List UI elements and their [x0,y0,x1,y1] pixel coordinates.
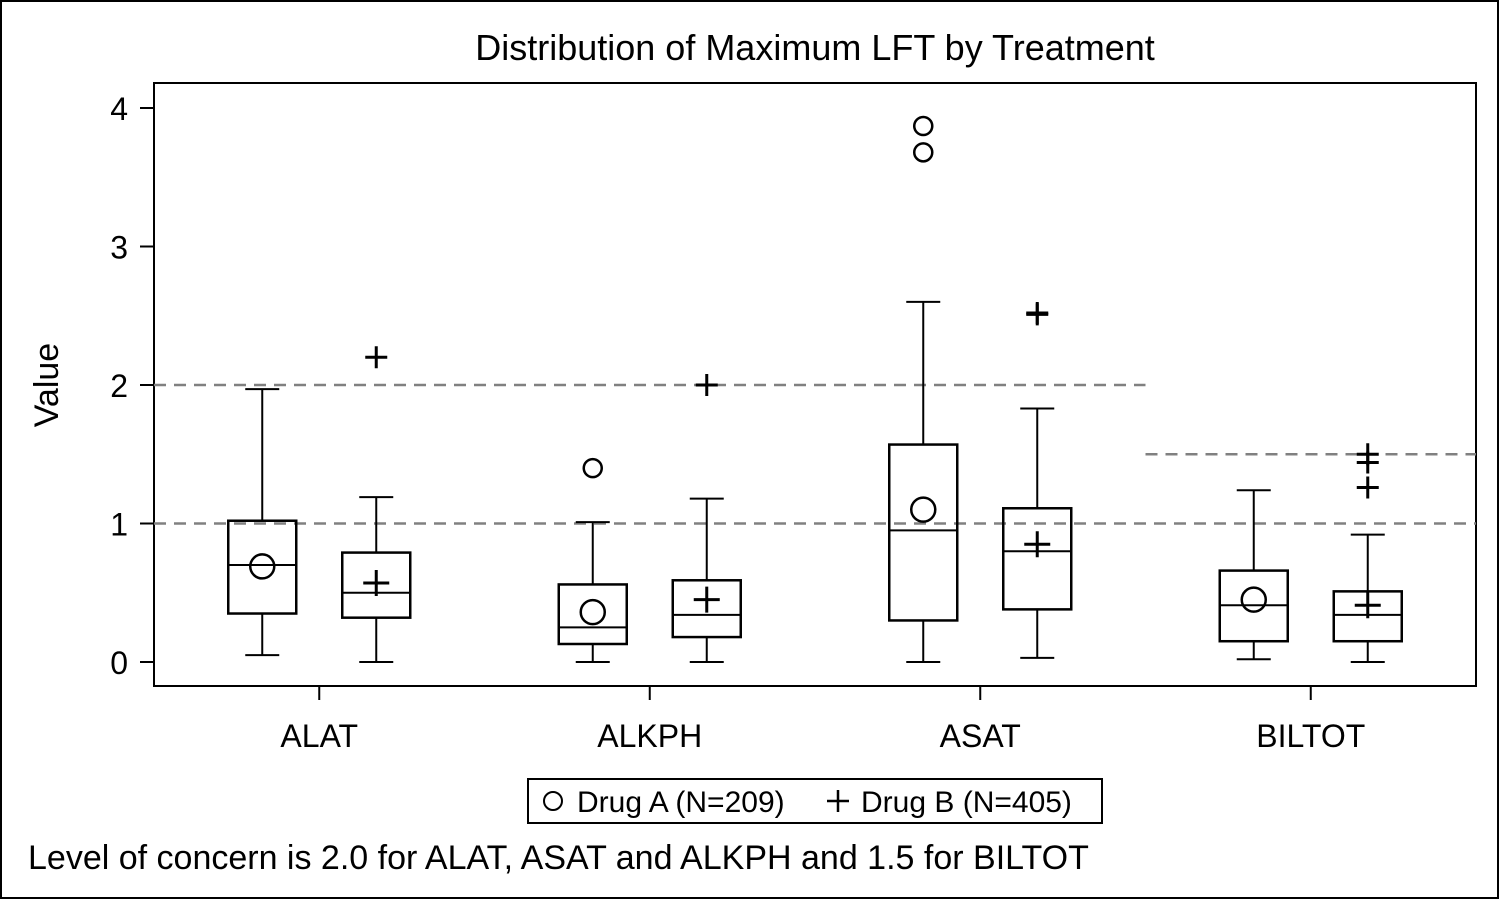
legend-label-drug-b: Drug B (N=405) [861,786,1072,819]
box-plot-alat [227,388,298,657]
mean-marker [579,598,606,626]
series-drug-b [341,301,1403,663]
box-plot-asat [888,115,959,663]
y-tick-label: 1 [110,507,128,543]
outlier-marker [1356,476,1379,499]
box-plot-biltot [1218,489,1289,661]
iqr-box [341,551,412,619]
box-plot-biltot [1332,443,1403,663]
iqr-box [227,519,298,615]
mean-marker [910,496,937,523]
y-tick-label: 0 [110,645,128,681]
y-axis-label: Value [28,343,66,427]
x-tick-label: ALAT [280,718,358,754]
mean-marker [1024,531,1051,558]
y-axis: 0 1 2 3 4 [110,91,154,681]
iqr-box [671,579,742,639]
reference-lines [154,383,1476,525]
x-axis: ALAT ALKPH ASAT BILTOT [280,686,1365,754]
outlier-marker [695,374,718,396]
chart-title: Distribution of Maximum LFT by Treatment [475,27,1155,68]
x-tick-label: ASAT [940,718,1021,754]
outlier-marker [365,346,388,369]
outlier-marker [913,115,934,137]
legend-frame [527,778,1103,824]
y-tick-label: 2 [110,368,128,404]
iqr-box [888,443,959,622]
box-plot-alkph [671,374,742,663]
iqr-box [1332,590,1403,643]
box-plot-alkph [557,457,628,663]
outlier-marker [1026,301,1049,324]
mean-marker [693,586,720,613]
outlier-marker [913,142,934,163]
series-drug-a [227,115,1289,663]
x-tick-label: ALKPH [597,718,702,754]
legend-plus-marker [827,790,849,812]
box-plot-alat [341,346,412,663]
y-tick-label: 4 [110,91,128,127]
legend: Drug A (N=209) Drug B (N=405) [527,778,1103,824]
outlier-marker [1356,443,1379,466]
mean-marker [363,570,390,597]
x-tick-label: BILTOT [1256,718,1365,754]
mean-marker [249,553,276,580]
legend-label-drug-a: Drug A (N=209) [577,786,785,819]
box-plot-asat [1002,301,1073,659]
outlier-marker [582,457,603,479]
box-plots [227,115,1403,663]
iqr-box [557,583,628,646]
footnote: Level of concern is 2.0 for ALAT, ASAT a… [28,839,1089,877]
mean-marker [1354,592,1381,619]
legend-circle-marker [543,791,563,811]
mean-marker [1240,586,1267,613]
iqr-box [1002,507,1073,611]
y-tick-label: 3 [110,230,128,266]
